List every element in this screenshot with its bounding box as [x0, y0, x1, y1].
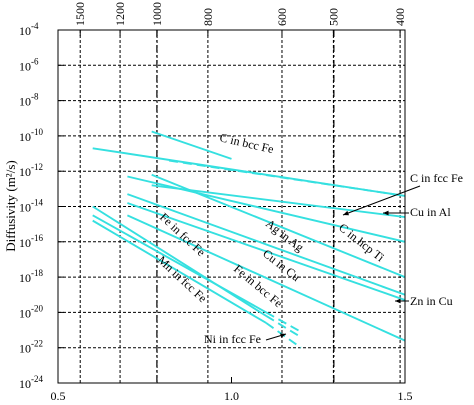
series-label: Mn in fcc Fe [155, 253, 210, 305]
top-tick-label: 500 [326, 8, 340, 26]
y-tick-label: 10 [19, 236, 31, 250]
y-tick-base: 10 [19, 59, 31, 73]
y-tick-label: 10 [19, 377, 31, 391]
series-line [92, 205, 267, 317]
top-tick-label: 1500 [73, 2, 87, 26]
label-arrowhead [343, 210, 349, 216]
series-label: Cu in Al [410, 205, 451, 219]
y-tick-exponent: -10 [31, 127, 43, 137]
series-line [92, 214, 267, 314]
series-label: C in bcc Fe [218, 130, 275, 156]
series-dashed-extension [265, 315, 302, 338]
label-leader-line [342, 185, 421, 216]
y-tick-label: 10 [19, 306, 31, 320]
y-tick-exponent: -16 [31, 233, 43, 243]
series-dashed-extension [265, 311, 302, 333]
top-tick-label: 400 [393, 8, 407, 26]
y-tick-base: 10 [19, 271, 31, 285]
y-tick-exponent: -14 [31, 198, 43, 208]
y-tick-base: 10 [19, 130, 31, 144]
y-tick-label: 10 [19, 201, 31, 215]
y-tick-label: 10 [19, 165, 31, 179]
y-tick-exponent: -8 [31, 92, 39, 102]
label-arrowhead [395, 298, 401, 304]
series-line [151, 130, 232, 160]
reference-lines [156, 30, 335, 383]
y-tick-label: 10 [19, 130, 31, 144]
top-tick-label: 800 [201, 8, 215, 26]
series-dashed-extension [168, 159, 406, 197]
x-tick-label: 1.5 [398, 389, 413, 403]
y-tick-base: 10 [19, 95, 31, 109]
series-line [151, 184, 406, 219]
series-label: Zn in Cu [410, 294, 453, 308]
top-tick-label: 1000 [150, 2, 164, 26]
y-tick-exponent: -12 [31, 162, 43, 172]
y-tick-label: 10 [19, 24, 31, 38]
y-tick-exponent: -6 [31, 56, 39, 66]
y-tick-base: 10 [19, 236, 31, 250]
y-tick-exponent: -20 [31, 303, 43, 313]
y-tick-exponent: -22 [31, 339, 43, 349]
y-axis-label: Diffusivity (m²/s) [3, 160, 18, 251]
series-line [127, 175, 406, 243]
series-line [127, 193, 406, 296]
x-tick-label: 0.5 [51, 389, 66, 403]
series-lines [92, 130, 406, 349]
y-tick-base: 10 [19, 342, 31, 356]
y-tick-base: 10 [19, 24, 31, 38]
series-line [151, 173, 406, 278]
y-tick-label: 10 [19, 95, 31, 109]
top-tick-label: 1200 [113, 2, 127, 26]
series-label: C in fcc Fe [410, 171, 463, 185]
series-line [92, 147, 406, 197]
y-tick-base: 10 [19, 165, 31, 179]
x-tick-label: 1.0 [224, 389, 239, 403]
y-tick-label: 10 [19, 342, 31, 356]
series-line [127, 214, 406, 342]
label-arrowhead [383, 210, 389, 216]
series-line [92, 219, 267, 324]
y-tick-label: 10 [19, 271, 31, 285]
y-tick-base: 10 [19, 201, 31, 215]
y-tick-exponent: -4 [31, 21, 39, 31]
series-line [127, 202, 406, 301]
label-arrowhead [280, 333, 286, 338]
y-tick-exponent: -24 [31, 374, 43, 384]
y-tick-base: 10 [19, 377, 31, 391]
y-tick-exponent: -18 [31, 268, 43, 278]
top-tick-label: 600 [275, 8, 289, 26]
y-tick-label: 10 [19, 59, 31, 73]
y-tick-base: 10 [19, 306, 31, 320]
series-label: Ni in fcc Fe [204, 332, 261, 346]
series-label: C in hcp Ti [336, 220, 387, 264]
